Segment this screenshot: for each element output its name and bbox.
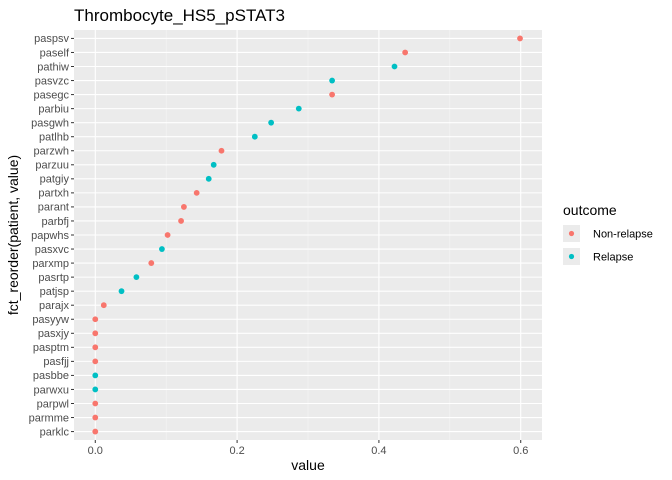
y-axis-ticks: parklc parmme parpwl parwxu pasbbe pasfjj pasp… bbox=[29, 33, 74, 438]
data-point-pasfjj bbox=[92, 358, 99, 365]
y-tick-label: parant bbox=[38, 202, 69, 214]
x-tick-label: 0.0 bbox=[88, 445, 103, 457]
y-tick-label: pasbbe bbox=[33, 370, 69, 382]
data-point-pasrtp bbox=[133, 274, 140, 281]
data-point-parzwh bbox=[218, 147, 225, 154]
data-point-pasbbe bbox=[92, 372, 99, 379]
data-point-pasxjy bbox=[92, 330, 99, 337]
data-point-parklc bbox=[92, 428, 99, 435]
y-tick-label: parwxu bbox=[34, 384, 69, 396]
y-tick-label: pasfjj bbox=[43, 356, 69, 368]
y-tick-label: pasgwh bbox=[31, 117, 69, 129]
legend-dot-non-relapse bbox=[568, 230, 575, 237]
data-point-patgiy bbox=[205, 175, 212, 182]
data-point-parant bbox=[181, 204, 187, 210]
y-tick-label: paspsv bbox=[34, 33, 69, 45]
y-tick-label: parxmp bbox=[32, 258, 69, 270]
x-tick-label: 0.6 bbox=[513, 445, 528, 457]
legend-label-relapse: Relapse bbox=[593, 252, 633, 264]
x-axis-title: value bbox=[291, 457, 325, 473]
y-tick-label: patgiy bbox=[40, 174, 70, 186]
y-tick-label: parzuu bbox=[35, 160, 69, 172]
data-points bbox=[92, 35, 523, 435]
y-tick-label: papwhs bbox=[31, 230, 69, 242]
data-point-parpwl bbox=[92, 400, 99, 407]
legend-dot-relapse bbox=[568, 253, 575, 260]
data-point-paspsv bbox=[517, 35, 523, 42]
y-tick-label: parklc bbox=[40, 426, 70, 438]
data-point-paself bbox=[402, 49, 409, 56]
y-tick-label: pasvzc bbox=[35, 75, 70, 87]
data-point-parbiu bbox=[295, 105, 302, 112]
data-point-parzuu bbox=[210, 161, 217, 168]
gridlines bbox=[74, 30, 542, 440]
y-tick-label: pasyyw bbox=[32, 314, 69, 326]
data-point-pasvzc bbox=[329, 77, 336, 84]
data-point-parxmp bbox=[148, 260, 155, 266]
y-tick-label: pasxvc bbox=[35, 244, 70, 256]
data-point-patjsp bbox=[118, 288, 125, 295]
data-point-papwhs bbox=[164, 232, 171, 238]
y-tick-label: pathiw bbox=[37, 61, 69, 73]
chart-title: Thrombocyte_HS5_pSTAT3 bbox=[74, 6, 285, 25]
x-tick-label: 0.2 bbox=[229, 445, 244, 457]
legend-title: outcome bbox=[563, 202, 617, 218]
x-tick-label: 0.4 bbox=[371, 445, 386, 457]
y-tick-label: parbiu bbox=[38, 103, 69, 115]
y-tick-label: partxh bbox=[38, 188, 69, 200]
data-point-pasptm bbox=[92, 344, 99, 351]
data-point-parbfj bbox=[178, 218, 184, 224]
y-tick-label: pasptm bbox=[33, 342, 69, 354]
y-tick-label: patlhb bbox=[39, 132, 69, 144]
data-point-pasgwh bbox=[268, 119, 275, 126]
legend-label-non-relapse: Non-relapse bbox=[593, 229, 653, 241]
y-axis-title: fct_reorder(patient, value) bbox=[5, 155, 21, 315]
data-point-partxh bbox=[193, 189, 200, 196]
y-tick-label: pasrtp bbox=[38, 272, 69, 284]
data-point-parmme bbox=[92, 414, 99, 421]
y-tick-label: pasegc bbox=[34, 89, 70, 101]
data-point-parwxu bbox=[92, 386, 99, 393]
x-axis-ticks: 0.0 0.2 0.4 0.6 bbox=[88, 440, 528, 457]
data-point-patlhb bbox=[251, 133, 258, 140]
data-point-pathiw bbox=[391, 63, 398, 70]
legend: outcome Non-relapse Relapse bbox=[563, 202, 653, 265]
data-point-parajx bbox=[100, 302, 107, 309]
y-tick-label: pasxjy bbox=[38, 328, 70, 340]
data-point-pasxvc bbox=[159, 246, 165, 252]
y-tick-label: patjsp bbox=[40, 286, 69, 298]
y-tick-label: parajx bbox=[39, 300, 69, 312]
data-point-pasyyw bbox=[92, 316, 99, 323]
y-tick-label: parbfj bbox=[41, 216, 69, 228]
y-tick-label: parzwh bbox=[34, 146, 69, 158]
y-tick-label: paself bbox=[40, 47, 70, 59]
y-tick-label: parpwl bbox=[37, 398, 69, 410]
data-point-pasegc bbox=[329, 91, 336, 98]
y-tick-label: parmme bbox=[29, 412, 69, 424]
